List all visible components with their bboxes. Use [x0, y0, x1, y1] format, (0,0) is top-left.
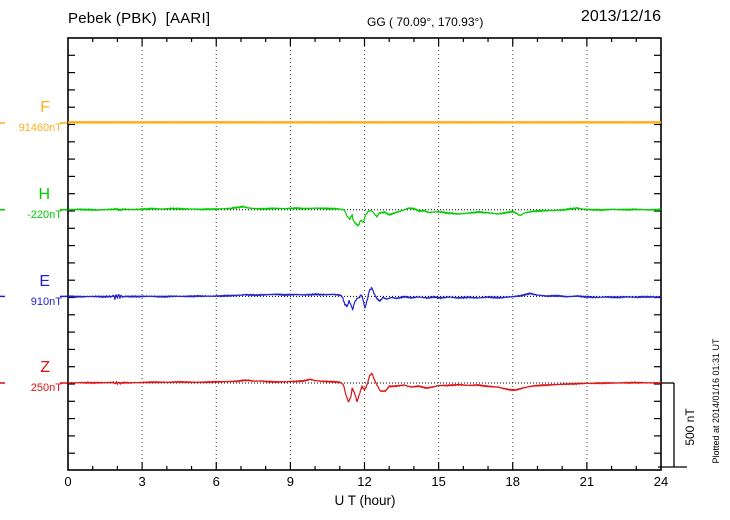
channel-label-h: H -220nT [0, 187, 63, 221]
x-tick-label: 18 [505, 474, 520, 489]
x-tick-label: 0 [64, 474, 72, 489]
channel-letter-z: Z [40, 359, 50, 376]
channel-baseline-value-z: 250nT [30, 382, 62, 394]
x-tick-label: 3 [138, 474, 146, 489]
channel-label-z: Z 250nT [0, 360, 63, 394]
x-tick-label: 15 [431, 474, 446, 489]
channel-baseline-value-e: 910nT [30, 296, 62, 308]
channel-baseline-value-h: -220nT [27, 209, 62, 221]
channel-letter-h: H [38, 186, 50, 203]
channel-label-e: E 910nT [0, 274, 63, 308]
channel-letter-f: F [40, 99, 50, 116]
x-tick-label: 24 [653, 474, 669, 489]
channel-label-f: F 91460nT [0, 100, 63, 134]
x-tick-label: 21 [579, 474, 595, 489]
scale-bar-label: 500 nT [683, 408, 697, 446]
x-axis-title: U T (hour) [334, 493, 396, 508]
channel-letter-e: E [39, 273, 50, 290]
plot-date: 2013/12/16 [580, 8, 661, 25]
x-tick-label: 6 [212, 474, 220, 489]
x-tick-label: 12 [357, 474, 372, 489]
plotted-at-note: Plotted at 2014/01/16 01:31 UT [711, 338, 721, 464]
x-tick-label: 9 [286, 474, 294, 489]
station-title: Pebek (PBK) [AARI] [68, 10, 211, 27]
channel-baseline-value-f: 91460nT [18, 122, 62, 134]
geographic-coordinates: GG ( 70.09°, 170.93°) [367, 15, 484, 29]
